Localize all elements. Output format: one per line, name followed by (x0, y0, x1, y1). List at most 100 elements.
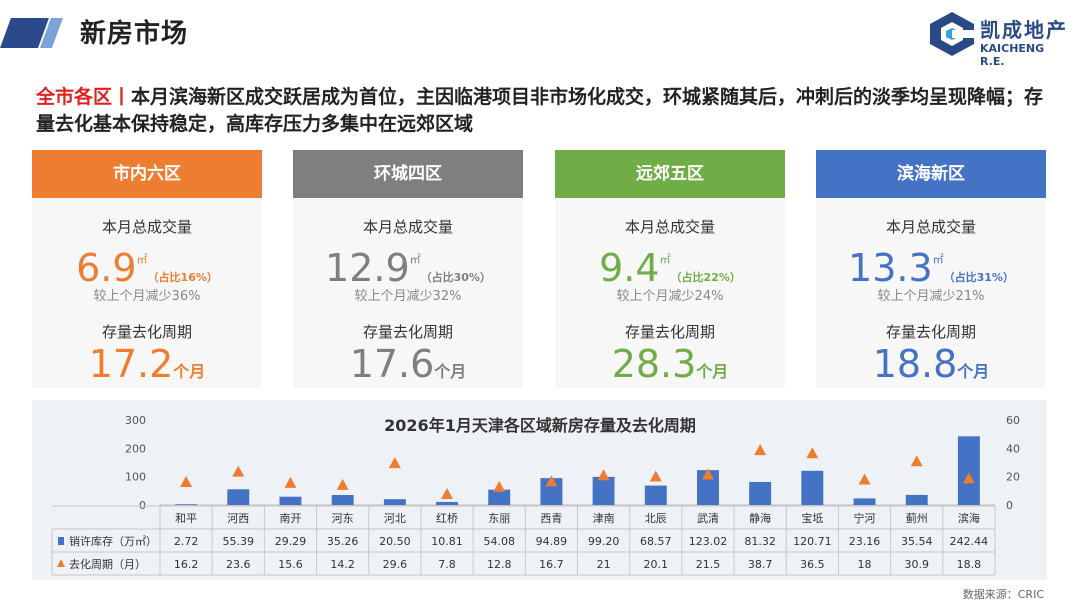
deal-value-row: 13.3㎡ （占比31%） (816, 240, 1046, 298)
y-tick-right: 60 (1006, 414, 1020, 427)
table-cell-inventory: 29.29 (275, 535, 307, 548)
y-tick-left: 200 (125, 442, 146, 455)
marker-cycle (284, 476, 297, 488)
logo-text-en: KAICHENG R.E. (980, 42, 1045, 68)
deal-unit: ㎡ (136, 253, 148, 266)
y-tick-left: 100 (125, 471, 146, 484)
y-tick-right: 40 (1006, 442, 1020, 455)
table-cell-cycle: 30.9 (904, 558, 929, 571)
table-cell-inventory: 10.81 (431, 535, 463, 548)
marker-cycle (962, 472, 975, 484)
table-cell-inventory: 55.39 (223, 535, 255, 548)
table-cell-cycle: 23.6 (226, 558, 251, 571)
cycle-label: 存量去化周期 (101, 323, 192, 341)
legend-label-inventory: 销许库存（万㎡） (69, 534, 157, 548)
marker-cycle (597, 469, 610, 481)
x-tick-label: 静海 (749, 511, 771, 525)
table-cell-cycle: 29.6 (383, 558, 408, 571)
bar-inventory (957, 436, 980, 505)
table-cell-inventory: 120.71 (793, 535, 832, 548)
summary-keyword: 全市各区 (36, 86, 113, 108)
data-source: 数据来源：CRIC (962, 588, 1044, 601)
table-cell-inventory: 94.89 (536, 535, 568, 548)
deal-value: 9.4 (599, 246, 660, 290)
table-cell-inventory: 23.16 (849, 535, 881, 548)
cycle-value-row: 17.6个月 (293, 344, 523, 392)
x-tick-label: 西青 (540, 512, 562, 525)
chart-panel (32, 400, 1047, 580)
x-tick-label: 河北 (384, 512, 406, 525)
table-cell-cycle: 21.5 (696, 558, 721, 571)
deal-label: 本月总成交量 (362, 218, 453, 236)
bar-inventory (853, 498, 876, 505)
marker-cycle (493, 480, 506, 492)
bar-inventory (592, 476, 615, 505)
legend-key-cycle (57, 559, 65, 567)
cycle-value: 17.2 (88, 342, 174, 386)
cycle-unit: 个月 (957, 362, 990, 381)
card-header: 市内六区 (32, 150, 262, 198)
deal-change: 较上个月减少36% (93, 289, 201, 304)
x-tick-label: 宝坻 (801, 511, 823, 525)
table-cell-inventory: 123.02 (689, 535, 728, 548)
bar-inventory (175, 504, 198, 506)
cycle-value: 28.3 (611, 342, 697, 386)
legend-key-inventory (58, 537, 64, 545)
x-tick-label: 河西 (227, 512, 249, 525)
marker-cycle (806, 447, 819, 459)
table-cell-cycle: 18.8 (957, 558, 982, 571)
bar-inventory (905, 494, 928, 505)
marker-cycle (649, 470, 662, 482)
table-cell-inventory: 54.08 (483, 535, 515, 548)
deal-label: 本月总成交量 (101, 218, 192, 236)
chart-title: 2026年1月天津各区域新房存量及去化周期 (384, 416, 696, 435)
table-cell-inventory: 99.20 (588, 535, 620, 548)
deal-value: 6.9 (76, 246, 137, 290)
marker-cycle (545, 475, 558, 487)
y-tick-right: 20 (1006, 471, 1020, 484)
summary-body: 本月滨海新区成交跃居成为首位，主因临港项目非市场化成交，环城紧随其后，冲刺后的淡… (36, 86, 1044, 135)
x-tick-label: 津南 (593, 512, 615, 525)
table-cell-inventory: 20.50 (379, 535, 411, 548)
bar-inventory (488, 489, 511, 505)
cycle-value-row: 18.8个月 (816, 344, 1046, 392)
x-tick-label: 南开 (279, 512, 301, 525)
bar-inventory (331, 495, 354, 505)
x-tick-label: 红桥 (436, 512, 458, 525)
legend-label-cycle: 去化周期（月） (69, 557, 146, 571)
x-tick-label: 东丽 (488, 512, 510, 525)
marker-cycle (336, 478, 349, 490)
cycle-unit: 个月 (696, 362, 729, 381)
deal-value-row: 6.9㎡ （占比16%） (32, 240, 262, 298)
table-cell-inventory: 242.44 (950, 535, 989, 548)
cycle-label: 存量去化周期 (624, 323, 715, 341)
marker-cycle (180, 476, 193, 488)
cycle-unit: 个月 (173, 362, 206, 381)
deal-value-row: 9.4㎡ （占比22%） (555, 240, 785, 298)
logo-mark-icon (930, 12, 974, 56)
marker-cycle (232, 465, 245, 477)
table-cell-cycle: 16.2 (174, 558, 199, 571)
bar-inventory (749, 481, 772, 505)
x-tick-label: 滨海 (958, 511, 980, 525)
x-tick-label: 河东 (332, 512, 354, 525)
deal-change: 较上个月减少24% (616, 289, 724, 304)
table-cell-inventory: 2.72 (174, 535, 199, 548)
cycle-value-row: 17.2个月 (32, 344, 262, 392)
marker-cycle (754, 444, 767, 456)
marker-cycle (858, 473, 871, 485)
table-cell-inventory: 68.57 (640, 535, 672, 548)
cycle-unit: 个月 (434, 362, 467, 381)
deal-value-row: 12.9㎡ （占比30%） (293, 240, 523, 298)
bar-inventory (383, 499, 406, 505)
logo-text-cn: 凯成地产 (980, 18, 1068, 42)
y-tick-right: 0 (1006, 499, 1013, 512)
district-card-ring-four: 环城四区 本月总成交量 12.9㎡ （占比30%） 较上个月减少32% 存量去化周… (293, 150, 523, 388)
card-header: 远郊五区 (555, 150, 785, 198)
deal-share: （占比30%） (420, 271, 491, 284)
table-cell-cycle: 20.1 (644, 558, 669, 571)
company-logo: 凯成地产 KAICHENG R.E. (930, 10, 1070, 68)
deal-share: （占比31%） (943, 271, 1014, 284)
deal-change: 较上个月减少21% (877, 289, 985, 304)
